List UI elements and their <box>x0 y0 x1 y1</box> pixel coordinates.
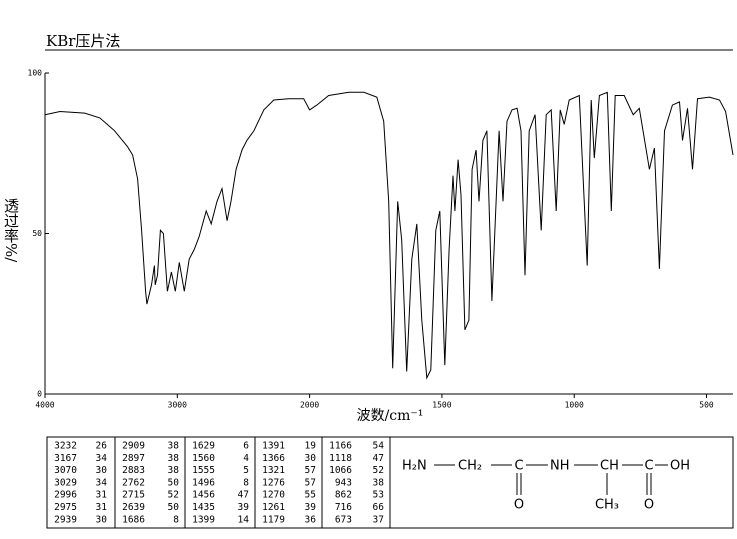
peak-transmittance: 5 <box>243 465 249 476</box>
peak-transmittance: 38 <box>373 477 385 488</box>
peak-transmittance: 50 <box>168 477 180 488</box>
peak-wavenumber: 1270 <box>262 490 285 501</box>
peak-wavenumber: 1399 <box>192 514 215 525</box>
peak-wavenumber: 1435 <box>192 502 215 513</box>
peak-transmittance: 39 <box>305 502 317 513</box>
atom-label: O <box>644 498 654 513</box>
peak-transmittance: 53 <box>373 490 384 501</box>
peak-wavenumber: 2996 <box>54 490 77 501</box>
x-tick-label: 3000 <box>168 401 187 410</box>
peak-wavenumber: 2975 <box>54 502 77 513</box>
atom-label: CH₂ <box>458 459 482 474</box>
peak-transmittance: 36 <box>305 514 317 525</box>
peak-transmittance: 38 <box>168 453 180 464</box>
peak-wavenumber: 1629 <box>192 441 215 452</box>
atom-label: C <box>644 459 653 474</box>
peak-wavenumber: 3029 <box>54 477 77 488</box>
peak-transmittance: 19 <box>305 441 317 452</box>
peak-wavenumber: 673 <box>335 514 352 525</box>
peak-wavenumber: 1118 <box>329 453 352 464</box>
peak-wavenumber: 1276 <box>262 477 285 488</box>
peak-wavenumber: 1066 <box>329 465 352 476</box>
peak-wavenumber: 2939 <box>54 514 77 525</box>
peak-wavenumber: 1261 <box>262 502 285 513</box>
peak-transmittance: 6 <box>243 441 249 452</box>
atom-label: O <box>514 498 524 513</box>
x-tick-label: 500 <box>699 401 714 410</box>
peak-transmittance: 8 <box>173 514 179 525</box>
peak-wavenumber: 1391 <box>262 441 285 452</box>
peak-transmittance: 26 <box>96 441 108 452</box>
x-tick-label: 1000 <box>565 401 584 410</box>
method-title: KBr压片法 <box>46 32 120 50</box>
peak-transmittance: 31 <box>96 502 108 513</box>
atom-label: NH <box>550 459 570 474</box>
atom-label: CH <box>600 459 619 474</box>
peak-wavenumber: 3070 <box>54 465 77 476</box>
peak-transmittance: 14 <box>238 514 250 525</box>
peak-wavenumber: 2639 <box>122 502 145 513</box>
peak-transmittance: 8 <box>243 477 249 488</box>
peak-wavenumber: 1166 <box>329 441 352 452</box>
atom-label: C <box>514 459 523 474</box>
peak-wavenumber: 3232 <box>54 441 77 452</box>
peak-transmittance: 50 <box>168 502 180 513</box>
peak-wavenumber: 862 <box>335 490 352 501</box>
peak-wavenumber: 1560 <box>192 453 215 464</box>
peak-transmittance: 37 <box>373 514 384 525</box>
y-tick-label: 100 <box>28 69 43 78</box>
peak-transmittance: 52 <box>168 490 179 501</box>
peak-wavenumber: 1321 <box>262 465 285 476</box>
structure-bonds <box>434 464 668 495</box>
y-axis-label: 透过率%/ <box>2 198 20 263</box>
peak-transmittance: 30 <box>305 453 317 464</box>
peak-wavenumber: 2883 <box>122 465 145 476</box>
peak-transmittance: 57 <box>305 465 316 476</box>
atom-label: OH <box>670 459 690 474</box>
peak-transmittance: 38 <box>168 441 180 452</box>
peak-wavenumber: 2909 <box>122 441 145 452</box>
peak-wavenumber: 943 <box>335 477 352 488</box>
peak-transmittance: 57 <box>305 477 316 488</box>
x-tick-label: 1500 <box>432 401 451 410</box>
peak-transmittance: 47 <box>373 453 384 464</box>
atom-label: H₂N <box>402 459 427 474</box>
x-tick-label: 2000 <box>300 401 319 410</box>
peak-wavenumber: 716 <box>335 502 352 513</box>
peak-wavenumber: 3167 <box>54 453 77 464</box>
peak-wavenumber: 1496 <box>192 477 215 488</box>
peak-wavenumber: 1179 <box>262 514 285 525</box>
peak-wavenumber: 2715 <box>122 490 145 501</box>
x-tick-label: 4000 <box>35 401 54 410</box>
peak-wavenumber: 2897 <box>122 453 145 464</box>
peak-transmittance: 34 <box>96 453 108 464</box>
spectrum-line <box>44 91 734 380</box>
peak-wavenumber: 1686 <box>122 514 145 525</box>
peak-transmittance: 52 <box>373 465 384 476</box>
peak-transmittance: 39 <box>238 502 250 513</box>
peak-wavenumber: 1366 <box>262 453 285 464</box>
peak-transmittance: 54 <box>373 441 385 452</box>
peak-wavenumber: 1456 <box>192 490 215 501</box>
atom-label: CH₃ <box>595 498 619 513</box>
peak-wavenumber: 2762 <box>122 477 145 488</box>
peak-transmittance: 34 <box>96 477 108 488</box>
y-tick-label: 50 <box>32 229 42 238</box>
peak-transmittance: 31 <box>96 490 108 501</box>
peak-transmittance: 66 <box>373 502 385 513</box>
peak-transmittance: 47 <box>238 490 249 501</box>
peak-transmittance: 30 <box>96 465 108 476</box>
y-tick-label: 0 <box>37 390 42 399</box>
peak-wavenumber: 1555 <box>192 465 215 476</box>
peak-transmittance: 38 <box>168 465 180 476</box>
x-axis-label: 波数/cm⁻¹ <box>357 408 424 424</box>
peak-transmittance: 4 <box>243 453 249 464</box>
peak-transmittance: 55 <box>305 490 316 501</box>
peak-transmittance: 30 <box>96 514 108 525</box>
